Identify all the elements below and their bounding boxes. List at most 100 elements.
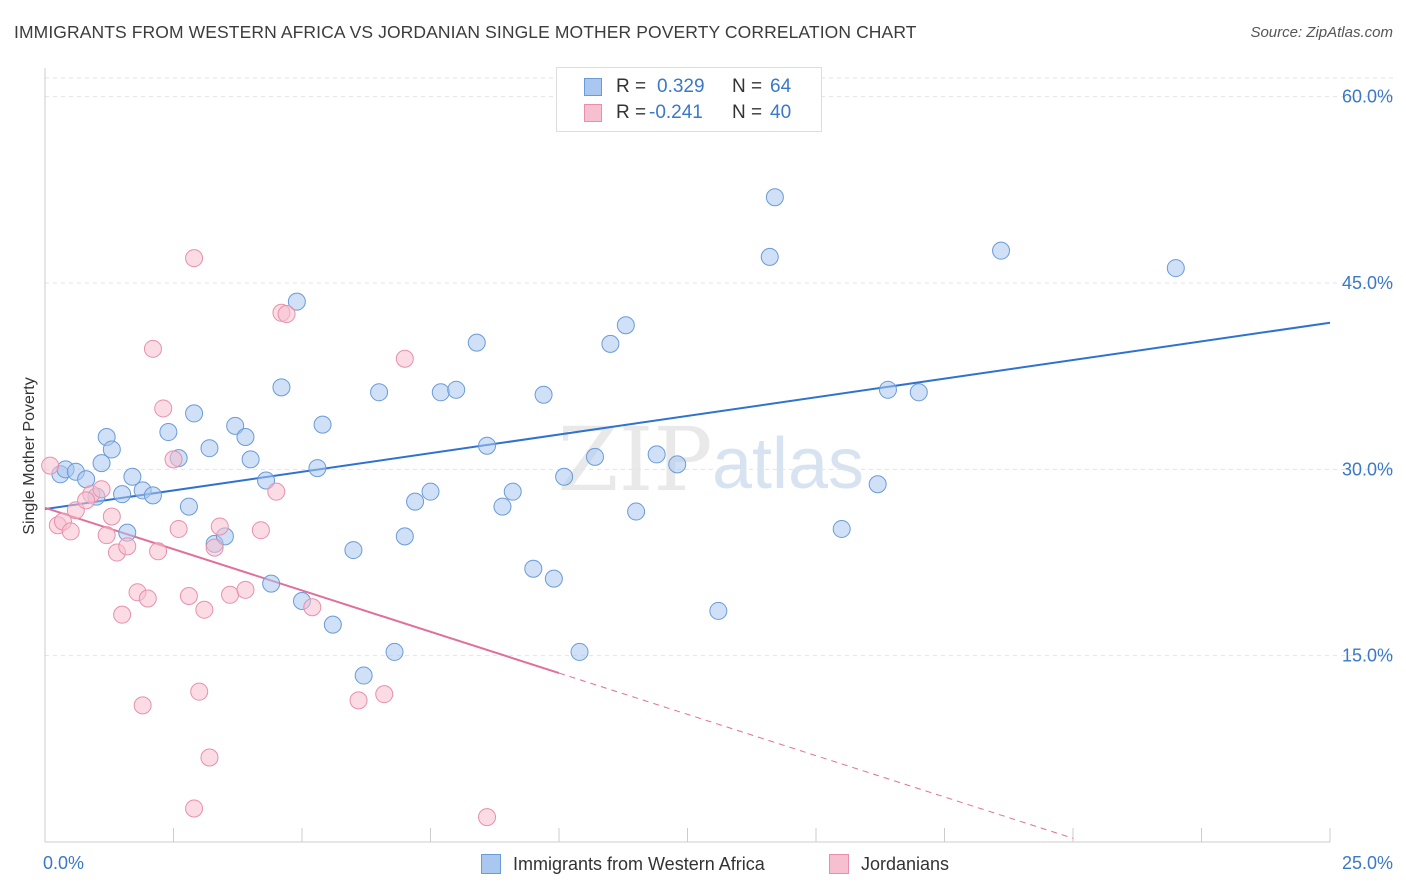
stats-box: R = 0.329 N = 64 R = -0.241 N = 40 — [556, 67, 822, 132]
point-western-africa — [257, 471, 276, 490]
stats-swatch-jordanians — [584, 104, 602, 122]
point-jordanians — [190, 682, 209, 701]
point-western-africa — [570, 642, 589, 661]
point-western-africa — [179, 497, 198, 516]
point-jordanians — [221, 585, 240, 604]
legend: Immigrants from Western Africa Jordanian… — [0, 851, 1406, 877]
point-jordanians — [97, 526, 116, 545]
point-jordanians — [478, 808, 497, 827]
point-jordanians — [164, 450, 183, 469]
point-jordanians — [143, 339, 162, 358]
point-western-africa — [878, 380, 897, 399]
point-jordanians — [210, 517, 229, 536]
point-western-africa — [544, 569, 563, 588]
point-western-africa — [272, 378, 291, 397]
point-jordanians — [179, 587, 198, 606]
point-jordanians — [149, 542, 168, 561]
trend-lines — [44, 321, 1331, 839]
stats-r-label: R = — [616, 102, 647, 123]
point-western-africa — [185, 404, 204, 423]
point-western-africa — [1166, 259, 1185, 278]
point-jordanians — [41, 456, 60, 475]
point-western-africa — [241, 450, 260, 469]
point-western-africa — [236, 428, 255, 447]
point-western-africa — [385, 642, 404, 661]
point-western-africa — [467, 333, 486, 352]
point-jordanians — [154, 399, 173, 418]
point-jordanians — [205, 538, 224, 557]
point-jordanians — [77, 491, 96, 510]
point-western-africa — [992, 241, 1011, 260]
point-western-africa — [627, 502, 646, 521]
point-western-africa — [431, 383, 450, 402]
point-western-africa — [102, 440, 121, 459]
point-jordanians — [61, 522, 80, 541]
point-western-africa — [262, 574, 281, 593]
point-jordanians — [303, 598, 322, 617]
point-western-africa — [668, 455, 687, 474]
point-western-africa — [406, 492, 425, 511]
point-western-africa — [159, 423, 178, 442]
x-tick-label-end: 25.0% — [1342, 853, 1393, 873]
point-jordanians — [251, 521, 270, 540]
point-western-africa — [478, 436, 497, 455]
point-jordanians — [113, 605, 132, 624]
point-western-africa — [909, 383, 928, 402]
y-tick-label: 45.0% — [1342, 273, 1393, 293]
stats-r-label: R = — [616, 76, 647, 97]
stats-r-value: 0.329 — [657, 76, 705, 97]
point-western-africa — [616, 316, 635, 335]
point-jordanians — [133, 696, 152, 715]
point-western-africa — [354, 666, 373, 685]
source-label: Source: ZipAtlas.com — [1250, 24, 1393, 41]
tick-labels: 15.0% 30.0% 45.0% 60.0% 0.0% 25.0% — [43, 87, 1393, 873]
point-jordanians — [395, 349, 414, 368]
y-tick-label: 60.0% — [1342, 87, 1393, 107]
point-jordanians — [102, 507, 121, 526]
stats-n-label: N = — [732, 76, 763, 97]
y-tick-label: 30.0% — [1342, 459, 1393, 479]
legend-label: Jordanians — [861, 854, 950, 874]
data-points — [41, 188, 1185, 827]
point-western-africa — [344, 541, 363, 560]
point-jordanians — [92, 480, 111, 499]
point-western-africa — [760, 247, 779, 266]
point-western-africa — [313, 415, 332, 434]
axes — [44, 68, 1331, 843]
watermark-atlas: atlas — [712, 424, 864, 504]
point-western-africa — [143, 486, 162, 505]
trend-line-jordanians-extrapolated — [558, 672, 1074, 839]
y-tick-label: 15.0% — [1342, 646, 1393, 666]
point-jordanians — [277, 305, 296, 324]
point-jordanians — [349, 691, 368, 710]
point-jordanians — [267, 482, 286, 501]
point-western-africa — [200, 439, 219, 458]
point-western-africa — [555, 467, 574, 486]
point-western-africa — [709, 601, 728, 620]
legend-swatch-western-africa — [481, 854, 501, 874]
point-jordanians — [236, 580, 255, 599]
stats-swatch-western-africa — [584, 78, 602, 96]
point-jordanians — [118, 537, 137, 556]
legend-swatch-jordanians — [829, 854, 849, 874]
stats-n-value: 40 — [770, 102, 792, 123]
point-western-africa — [765, 188, 784, 207]
point-western-africa — [92, 454, 111, 473]
point-western-africa — [868, 475, 887, 494]
point-western-africa — [308, 459, 327, 478]
point-jordanians — [195, 600, 214, 619]
point-jordanians — [185, 799, 204, 818]
point-western-africa — [226, 416, 245, 435]
stats-row-western-africa: R = 0.329 N = 64 — [557, 75, 821, 99]
point-western-africa — [534, 385, 553, 404]
point-western-africa — [585, 447, 604, 466]
point-jordanians — [375, 685, 394, 704]
watermark-zip: ZIP — [557, 408, 712, 511]
point-western-africa — [323, 615, 342, 634]
point-western-africa — [524, 559, 543, 578]
stats-r-value: -0.241 — [649, 102, 703, 123]
point-western-africa — [123, 467, 142, 486]
point-western-africa — [647, 445, 666, 464]
point-western-africa — [287, 292, 306, 311]
point-western-africa — [601, 334, 620, 353]
